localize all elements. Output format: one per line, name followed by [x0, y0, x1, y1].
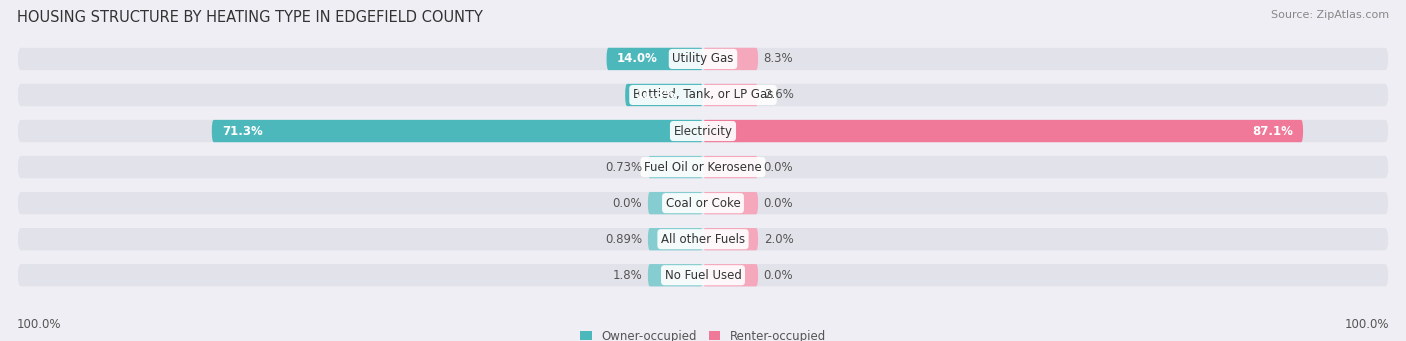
FancyBboxPatch shape	[17, 120, 1389, 142]
Legend: Owner-occupied, Renter-occupied: Owner-occupied, Renter-occupied	[579, 330, 827, 341]
Text: 0.0%: 0.0%	[763, 161, 793, 174]
Text: 71.3%: 71.3%	[222, 124, 263, 137]
FancyBboxPatch shape	[703, 192, 758, 214]
FancyBboxPatch shape	[212, 120, 703, 142]
Text: 100.0%: 100.0%	[17, 318, 62, 331]
Text: All other Fuels: All other Fuels	[661, 233, 745, 246]
FancyBboxPatch shape	[17, 264, 1389, 286]
Text: 100.0%: 100.0%	[1344, 318, 1389, 331]
Text: 8.3%: 8.3%	[763, 53, 793, 65]
Text: 14.0%: 14.0%	[617, 53, 658, 65]
Text: Coal or Coke: Coal or Coke	[665, 197, 741, 210]
Text: 0.73%: 0.73%	[605, 161, 643, 174]
Text: HOUSING STRUCTURE BY HEATING TYPE IN EDGEFIELD COUNTY: HOUSING STRUCTURE BY HEATING TYPE IN EDG…	[17, 10, 482, 25]
Text: 0.0%: 0.0%	[763, 197, 793, 210]
FancyBboxPatch shape	[17, 228, 1389, 250]
FancyBboxPatch shape	[703, 84, 758, 106]
Text: 0.89%: 0.89%	[605, 233, 643, 246]
FancyBboxPatch shape	[17, 84, 1389, 106]
FancyBboxPatch shape	[17, 192, 1389, 214]
FancyBboxPatch shape	[703, 264, 758, 286]
Text: 0.0%: 0.0%	[763, 269, 793, 282]
Text: 1.8%: 1.8%	[613, 269, 643, 282]
Text: 2.0%: 2.0%	[763, 233, 793, 246]
Text: 2.6%: 2.6%	[763, 89, 793, 102]
FancyBboxPatch shape	[703, 228, 758, 250]
Text: Fuel Oil or Kerosene: Fuel Oil or Kerosene	[644, 161, 762, 174]
Text: Utility Gas: Utility Gas	[672, 53, 734, 65]
Text: 87.1%: 87.1%	[1251, 124, 1292, 137]
FancyBboxPatch shape	[648, 156, 703, 178]
Text: 0.0%: 0.0%	[613, 197, 643, 210]
FancyBboxPatch shape	[606, 48, 703, 70]
Text: 11.3%: 11.3%	[636, 89, 676, 102]
Text: Electricity: Electricity	[673, 124, 733, 137]
Text: No Fuel Used: No Fuel Used	[665, 269, 741, 282]
FancyBboxPatch shape	[703, 120, 1303, 142]
FancyBboxPatch shape	[17, 156, 1389, 178]
FancyBboxPatch shape	[626, 84, 703, 106]
FancyBboxPatch shape	[703, 156, 758, 178]
FancyBboxPatch shape	[648, 192, 703, 214]
FancyBboxPatch shape	[648, 228, 703, 250]
Text: Bottled, Tank, or LP Gas: Bottled, Tank, or LP Gas	[633, 89, 773, 102]
Text: Source: ZipAtlas.com: Source: ZipAtlas.com	[1271, 10, 1389, 20]
FancyBboxPatch shape	[17, 48, 1389, 70]
FancyBboxPatch shape	[648, 264, 703, 286]
FancyBboxPatch shape	[703, 48, 758, 70]
